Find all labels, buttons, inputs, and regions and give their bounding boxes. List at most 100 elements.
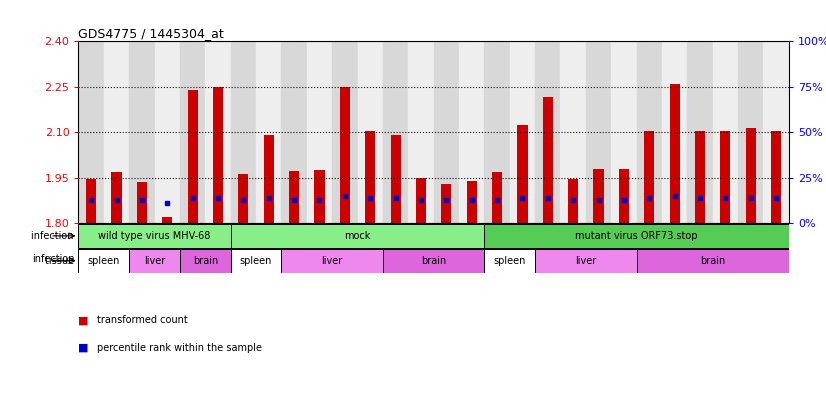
Bar	[213, 87, 223, 224]
Point	[567, 196, 580, 203]
FancyBboxPatch shape	[230, 224, 484, 248]
Bar	[467, 181, 477, 224]
Bar	[104, 41, 129, 224]
Point	[313, 196, 326, 203]
Bar	[162, 217, 173, 224]
Bar	[230, 41, 256, 224]
Point	[465, 196, 478, 203]
Bar	[637, 41, 662, 224]
Bar	[332, 41, 358, 224]
Bar	[535, 41, 561, 224]
Text: brain: brain	[700, 256, 725, 266]
Point	[84, 196, 97, 203]
Bar	[441, 184, 451, 224]
Bar	[695, 131, 705, 224]
Bar	[586, 41, 611, 224]
Point	[491, 196, 504, 203]
Bar	[771, 131, 781, 224]
Point	[110, 196, 123, 203]
Point	[617, 196, 630, 203]
Bar	[365, 131, 375, 224]
Point	[643, 195, 656, 201]
Point	[770, 195, 783, 201]
Text: transformed count: transformed count	[97, 315, 188, 325]
Bar	[315, 170, 325, 224]
Bar	[713, 41, 738, 224]
Bar	[415, 178, 426, 224]
Point	[363, 195, 377, 201]
Text: infection: infection	[31, 231, 77, 241]
Bar	[517, 125, 528, 224]
Point	[719, 195, 732, 201]
Bar	[137, 182, 147, 224]
Text: mock: mock	[344, 231, 371, 241]
Text: GDS4775 / 1445304_at: GDS4775 / 1445304_at	[78, 27, 224, 40]
Bar	[408, 41, 434, 224]
Bar	[78, 41, 104, 224]
Text: liver: liver	[144, 256, 165, 266]
Point	[515, 195, 529, 201]
Bar	[644, 131, 654, 224]
Text: spleen: spleen	[494, 256, 526, 266]
Bar	[263, 136, 273, 224]
Bar	[687, 41, 713, 224]
Bar	[484, 41, 510, 224]
Point	[135, 196, 149, 203]
Point	[693, 195, 706, 201]
Bar	[611, 41, 637, 224]
Bar	[492, 172, 502, 224]
Bar	[282, 41, 306, 224]
Bar	[434, 41, 459, 224]
FancyBboxPatch shape	[282, 249, 383, 273]
FancyBboxPatch shape	[484, 249, 535, 273]
Text: ■: ■	[78, 315, 89, 325]
Bar	[256, 41, 282, 224]
Point	[186, 195, 199, 201]
Bar	[154, 41, 180, 224]
FancyBboxPatch shape	[484, 224, 789, 248]
Bar	[738, 41, 763, 224]
Text: brain: brain	[192, 256, 218, 266]
Bar	[339, 87, 350, 224]
Text: spleen: spleen	[88, 256, 120, 266]
Text: ■: ■	[78, 343, 89, 353]
Bar	[358, 41, 383, 224]
Bar	[206, 41, 230, 224]
Point	[439, 196, 453, 203]
Point	[592, 196, 605, 203]
Bar	[238, 174, 249, 224]
Point	[541, 195, 554, 201]
Point	[668, 193, 681, 199]
Bar	[383, 41, 408, 224]
Point	[389, 195, 402, 201]
FancyBboxPatch shape	[535, 249, 637, 273]
Point	[744, 195, 757, 201]
Point	[338, 193, 351, 199]
Point	[160, 200, 173, 207]
Point	[262, 195, 275, 201]
Bar	[129, 41, 154, 224]
Bar	[459, 41, 484, 224]
Bar	[593, 169, 604, 224]
Point	[415, 196, 428, 203]
FancyBboxPatch shape	[129, 249, 180, 273]
Text: tissue: tissue	[45, 256, 77, 266]
Bar	[510, 41, 535, 224]
Text: wild type virus MHV-68: wild type virus MHV-68	[98, 231, 211, 241]
Point	[287, 196, 301, 203]
Bar	[763, 41, 789, 224]
FancyBboxPatch shape	[78, 249, 129, 273]
Text: mutant virus ORF73.stop: mutant virus ORF73.stop	[576, 231, 698, 241]
Bar	[568, 180, 578, 224]
Text: liver: liver	[321, 256, 343, 266]
Bar	[112, 172, 121, 224]
FancyBboxPatch shape	[230, 249, 282, 273]
Bar	[391, 136, 401, 224]
Bar	[662, 41, 687, 224]
Text: spleen: spleen	[240, 256, 273, 266]
Bar	[746, 128, 756, 224]
Bar	[289, 171, 299, 224]
Text: percentile rank within the sample: percentile rank within the sample	[97, 343, 262, 353]
FancyBboxPatch shape	[180, 249, 230, 273]
Bar	[561, 41, 586, 224]
